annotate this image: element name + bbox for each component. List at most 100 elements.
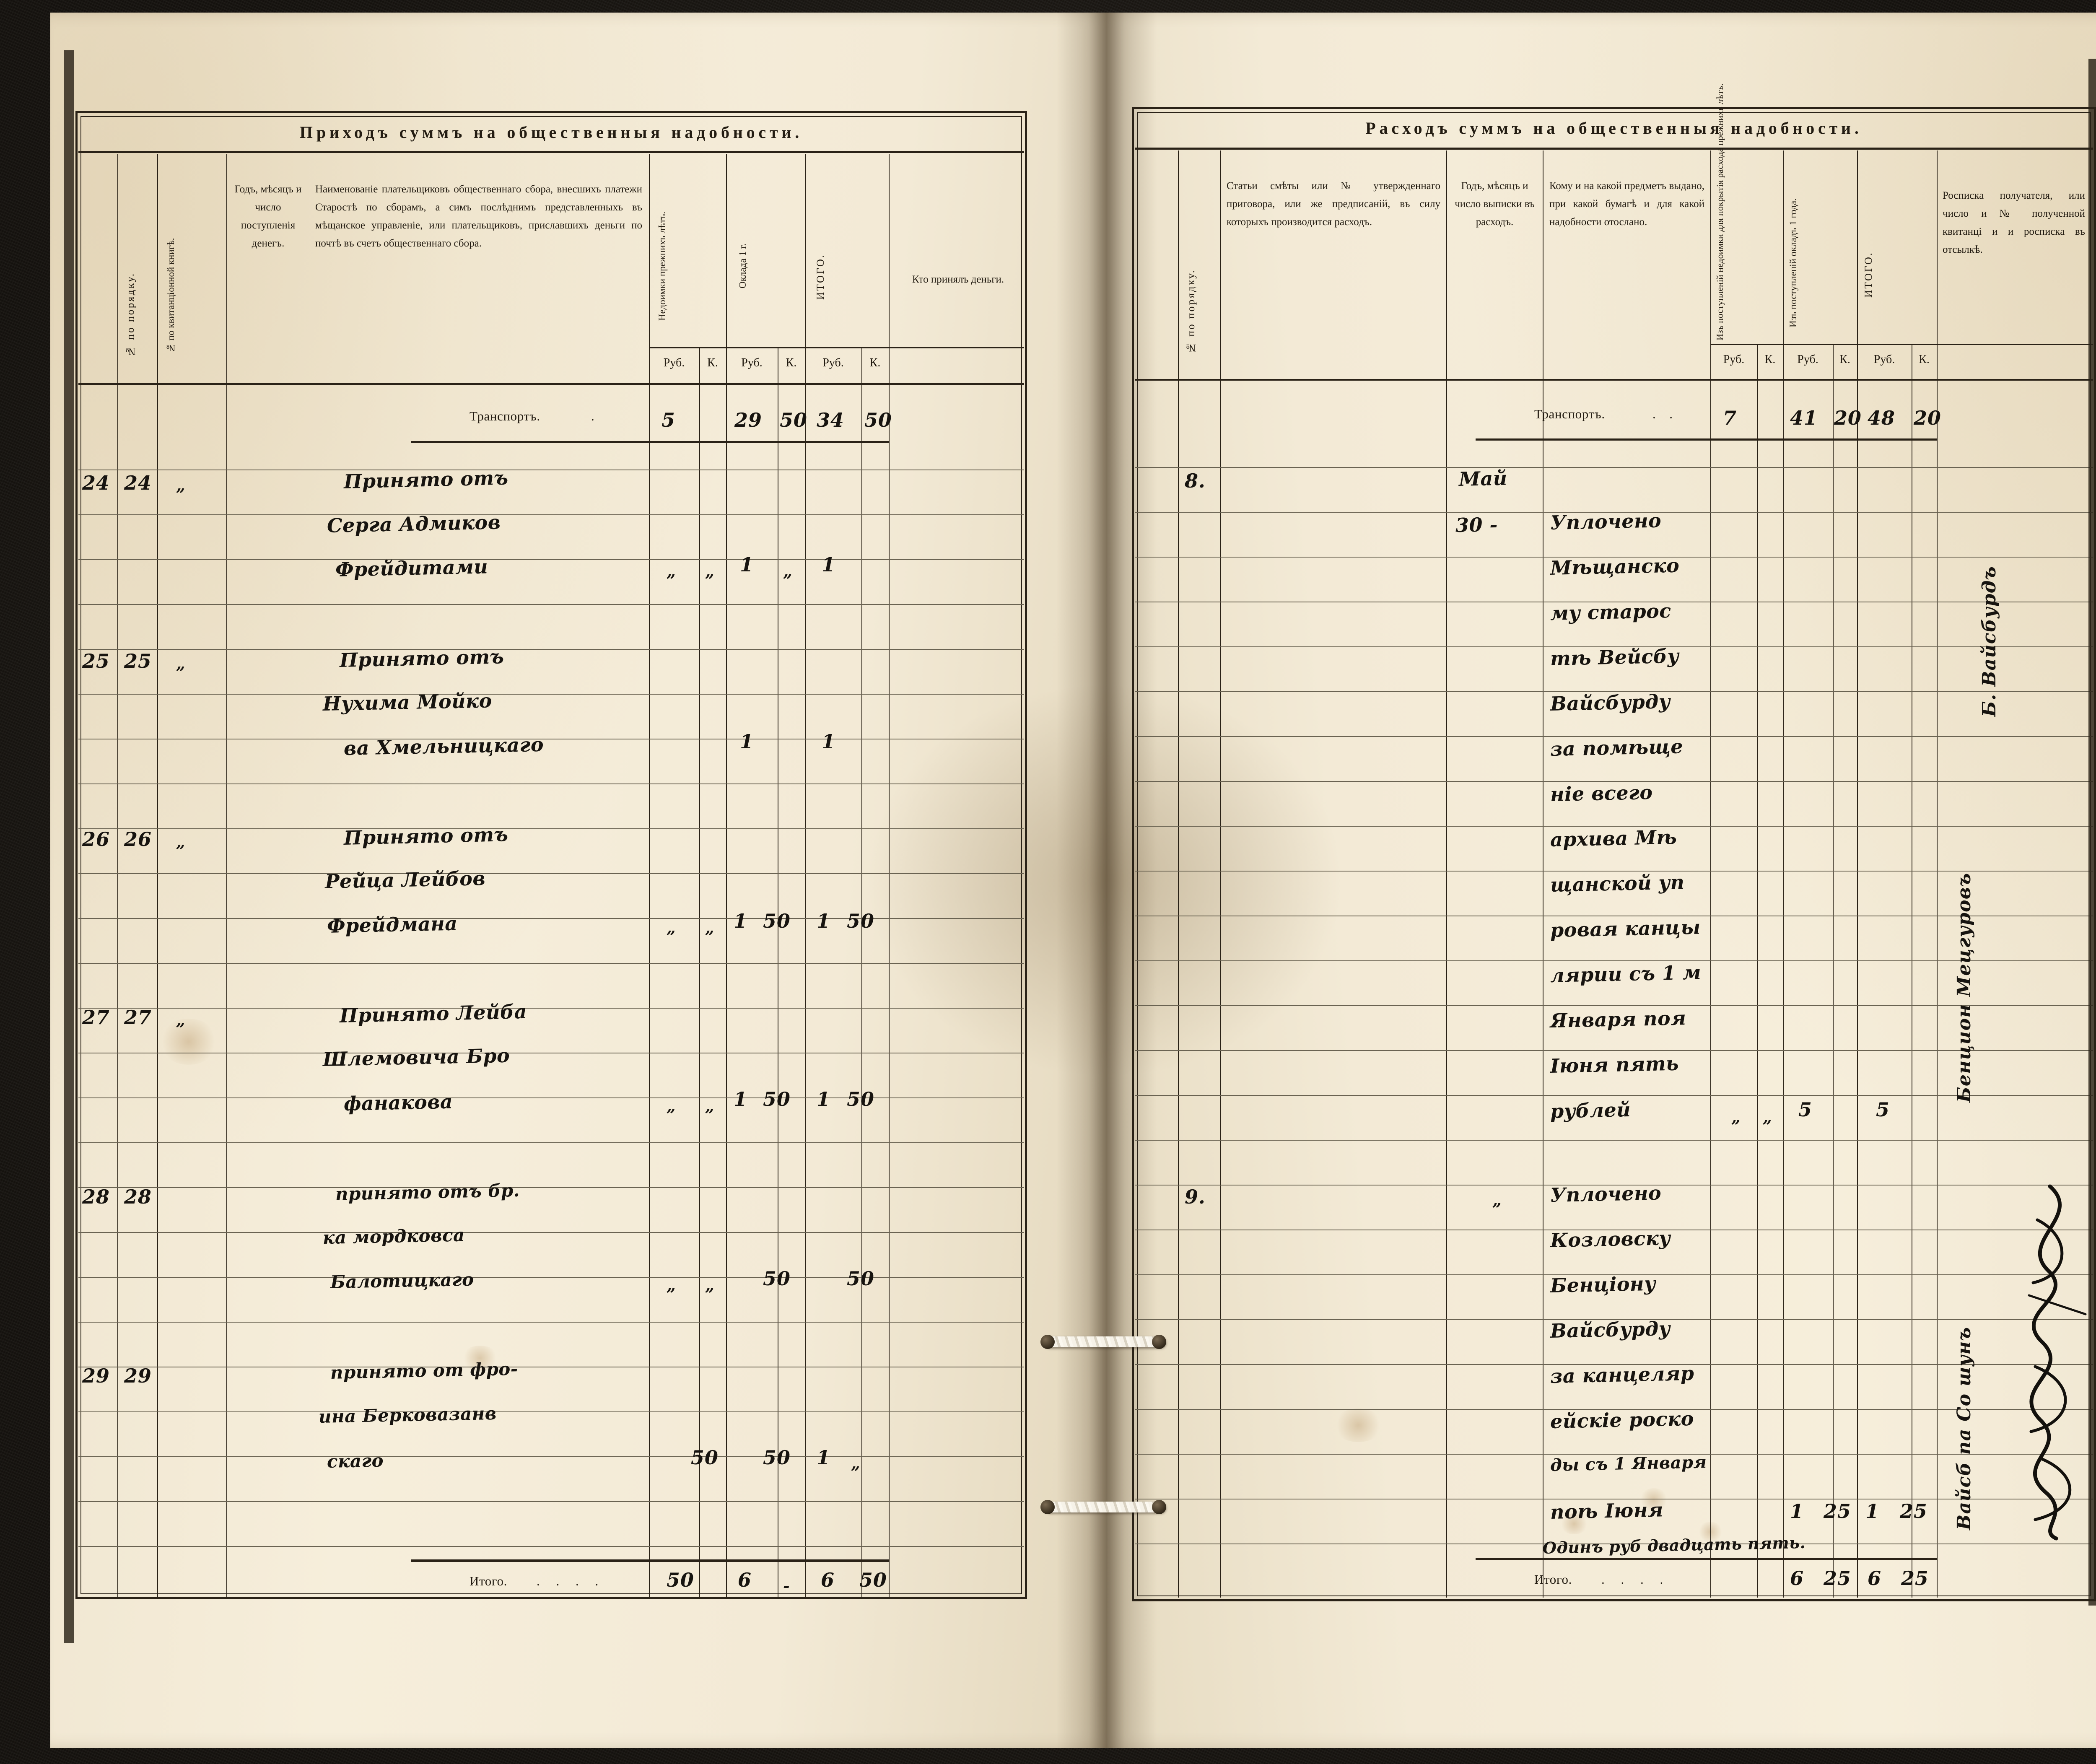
- left-row-total-rub: 1: [817, 910, 830, 932]
- left-col-sep: [226, 154, 228, 1597]
- right-row-purpose-line: лярии съ 1 м: [1550, 961, 1702, 987]
- right-subhead-arrears-rub: Руб.: [1723, 353, 1745, 366]
- right-total-total-rub: 6: [1868, 1567, 1881, 1590]
- left-guide-line: [78, 604, 1024, 605]
- left-row-no-order: 25: [82, 650, 110, 672]
- right-col-sep: [1710, 150, 1712, 1598]
- binding-eyelet: [1040, 1335, 1055, 1349]
- receipt-signature: Вайсб па Со шунъ: [1953, 1326, 1975, 1530]
- left-row-payer-line: Серга Адмиков: [327, 511, 501, 537]
- right-transport-total-kop: 20: [1914, 407, 1941, 429]
- left-row-total-kop: 50: [847, 1267, 874, 1290]
- left-total-topline: [411, 1559, 889, 1562]
- right-colhead-total: ИТОГО.: [1863, 251, 1874, 298]
- left-row-total-kop: „: [851, 1454, 860, 1473]
- right-guide-line: [1135, 826, 2093, 827]
- right-subhead-arrears-kop: К.: [1764, 353, 1776, 366]
- left-row-total-rub: 1: [822, 730, 835, 753]
- left-col-sep: [157, 154, 158, 1597]
- left-row-payer-line: Принято отъ: [343, 466, 508, 493]
- right-colhead-from-arrears: Изъ поступленій недоимки для покрытія ра…: [1715, 83, 1725, 340]
- left-row-arrears-kop: 50: [691, 1446, 719, 1469]
- left-row-payer-line: принято от фро-: [330, 1358, 519, 1383]
- right-guide-line: [1135, 512, 2093, 513]
- right-row-purpose-line: Уплочено: [1550, 509, 1662, 534]
- left-row-current-rub: 1: [734, 1088, 747, 1110]
- left-row-no-order: 27: [82, 1006, 110, 1029]
- left-row-arrears-rub: „: [667, 1096, 676, 1115]
- left-guide-line: [78, 1546, 1024, 1547]
- right-row-date-line: „: [1492, 1191, 1502, 1209]
- left-transport-current-rub: 29: [734, 409, 762, 431]
- left-transport-current-kop: 50: [780, 409, 807, 431]
- right-guide-line: [1135, 557, 2093, 558]
- right-guide-line: [1135, 871, 2093, 872]
- left-ledger-frame: [75, 111, 1027, 1599]
- left-subhead-total-kop: К.: [869, 356, 881, 369]
- left-guide-line: [78, 873, 1024, 874]
- left-header-bottom-rule: [78, 383, 1024, 385]
- left-page-edge-strip: [64, 50, 74, 1643]
- right-col-sep: [1833, 344, 1834, 1598]
- left-guide-line: [78, 1501, 1024, 1502]
- right-row-total-kop: 25: [1900, 1500, 1927, 1523]
- left-row-arrears-rub: „: [667, 1276, 676, 1294]
- right-guide-line: [1135, 960, 2093, 961]
- left-col-sep: [699, 347, 700, 1597]
- left-total-total-rub: 6: [821, 1569, 835, 1591]
- left-total-arrears-kop: 50: [667, 1569, 694, 1591]
- right-row-arrears-kop: „: [1763, 1108, 1772, 1126]
- right-row-purpose-line: Января поя: [1550, 1007, 1686, 1032]
- left-colhead-current: Оклада 1 г.: [737, 244, 748, 289]
- left-row-payer-line: Принято отъ: [343, 823, 508, 849]
- left-subhead-current-kop: К.: [786, 356, 797, 369]
- binding-eyelet: [1152, 1335, 1166, 1349]
- left-total-current-kop: -: [783, 1576, 790, 1595]
- right-col-sep: [1446, 150, 1447, 1598]
- binding-cord: [1045, 1502, 1166, 1512]
- right-subhead-current-kop: К.: [1839, 353, 1850, 366]
- left-row-current-rub: 1: [734, 910, 747, 932]
- left-total-current-rub: 6: [738, 1569, 752, 1591]
- right-guide-line: [1135, 467, 2093, 468]
- left-row-no-book: 25: [124, 650, 152, 672]
- binding-eyelet: [1040, 1500, 1055, 1514]
- right-col-sep: [1857, 150, 1858, 1598]
- right-guide-line: [1135, 1364, 2093, 1365]
- left-subhead-arrears-rub: Руб.: [663, 356, 685, 369]
- right-page-edge-strip: [2088, 59, 2096, 1606]
- left-transport-dots: .: [591, 409, 595, 423]
- right-total-total-kop: 25: [1901, 1567, 1929, 1590]
- receipt-signature: Б. Вайсбурдъ: [1979, 566, 2000, 717]
- right-colhead-date: Годъ, мѣсяцъ и число выписки въ расходъ.: [1455, 180, 1535, 228]
- right-row-purpose-line: архива Мѣ: [1550, 825, 1677, 851]
- right-total-dots: . . . .: [1601, 1572, 1670, 1587]
- right-row-purpose-line: Бенціону: [1550, 1272, 1656, 1297]
- left-row-payer-line: ва Хмельницкаго: [343, 733, 544, 760]
- left-row-total-rub: 1: [817, 1088, 830, 1110]
- right-col-sep: [1783, 150, 1784, 1598]
- left-row-total-rub: 1: [822, 553, 835, 576]
- right-row-current-rub: 1: [1790, 1500, 1804, 1523]
- left-row-payer-line: принято отъ бр.: [335, 1180, 520, 1204]
- right-row-arrears-rub: „: [1731, 1108, 1741, 1126]
- right-row-purpose-line: Уплочено: [1550, 1181, 1662, 1206]
- right-guide-line: [1135, 1454, 2093, 1455]
- right-row-purpose-line: за помѣще: [1550, 735, 1684, 760]
- right-colhead-purpose: Кому и на какой предметъ выдано, при как…: [1549, 180, 1704, 228]
- left-row-date: „: [176, 832, 185, 851]
- left-row-payer-line: ка мордковса: [322, 1224, 465, 1248]
- left-row-no-order: 29: [82, 1365, 110, 1387]
- right-colhead-receipt: Росписка получателя, или число и № получ…: [1943, 190, 2085, 255]
- left-subhead-current-rub: Руб.: [741, 356, 763, 369]
- right-banner-rule: [1135, 148, 2093, 150]
- right-transport-dots: . .: [1652, 407, 1678, 421]
- left-total-total-kop: 50: [859, 1569, 887, 1591]
- left-row-no-book: 24: [124, 472, 152, 494]
- left-guide-line: [78, 783, 1024, 784]
- receipt-signature-flourish: [2028, 1184, 2087, 1541]
- left-total-dots: . . . .: [537, 1574, 605, 1588]
- left-page-title: Приходъ суммъ на общественныя надобности…: [299, 123, 803, 142]
- right-subhead-rule: [1710, 344, 2093, 345]
- left-row-current-kop: 50: [763, 1267, 791, 1290]
